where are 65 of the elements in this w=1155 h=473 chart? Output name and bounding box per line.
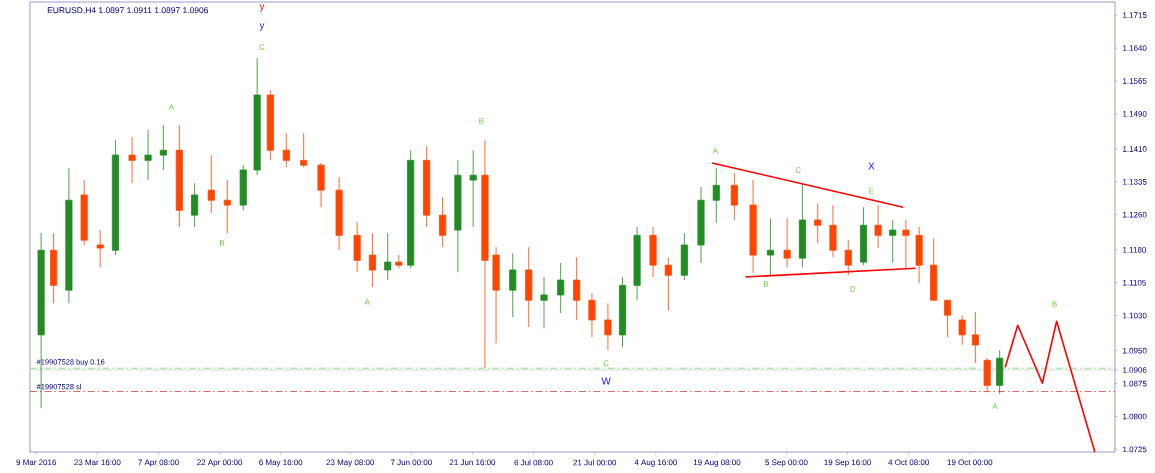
candlestick [469,149,477,228]
candlestick [971,311,979,364]
candlestick [860,206,868,266]
candlestick [454,159,462,273]
annotation: y [259,4,265,12]
candlestick [783,217,791,268]
candlestick [915,226,923,284]
candlestick [618,276,627,348]
candlestick [423,145,431,228]
candlestick [712,167,720,224]
candlestick [573,256,581,321]
candlestick [557,262,565,314]
annotation: X [868,162,875,170]
candlestick [798,182,806,268]
candlestick [395,254,403,269]
candlestick [80,179,88,246]
candlestick [353,221,361,273]
candlestick [253,57,261,176]
candlestick [996,349,1004,395]
candlestick [697,186,705,264]
candlestick [604,302,612,351]
candlestick [128,136,136,184]
annotation: y [259,23,265,31]
candlestick [65,167,73,304]
candlestick [266,89,274,161]
text: EURUSD,H4 1.0897 1.0911 1.0897 1.0906 [47,7,209,15]
candlestick [159,124,167,171]
candlestick [633,226,641,301]
candlestick [439,196,447,248]
candlestick [282,132,290,168]
candlestick [144,129,152,181]
candlestick [223,179,231,234]
candlestick [509,252,517,318]
candlestick [902,219,910,269]
annotation: W [601,377,611,385]
candlestick [649,226,657,278]
candlestick [814,202,822,244]
candlestick [407,149,415,269]
candlestick [958,314,966,346]
candlestick [207,154,215,214]
candlestick [368,232,376,288]
candlestick [384,232,392,281]
candlestick [317,162,325,208]
candlestick [844,239,852,276]
candlestick [239,164,247,211]
candlestick [481,139,489,369]
candlestick [50,232,58,304]
candlestick [983,357,991,393]
candlestick [664,256,672,311]
candlestick [335,176,343,251]
candlestick [492,246,500,344]
candlestick [525,246,533,328]
candlestick [96,229,104,268]
candlestick [588,292,596,338]
candlestick [829,204,837,258]
candlestick [680,232,688,281]
candlestick [874,204,882,249]
candlestick [766,217,774,276]
candlestick [730,172,738,221]
candlestick [749,179,757,274]
candlestick [191,182,199,228]
candlestick [111,139,119,256]
candlestick [175,124,183,228]
candlestick [540,276,548,329]
candlestick [889,219,897,264]
